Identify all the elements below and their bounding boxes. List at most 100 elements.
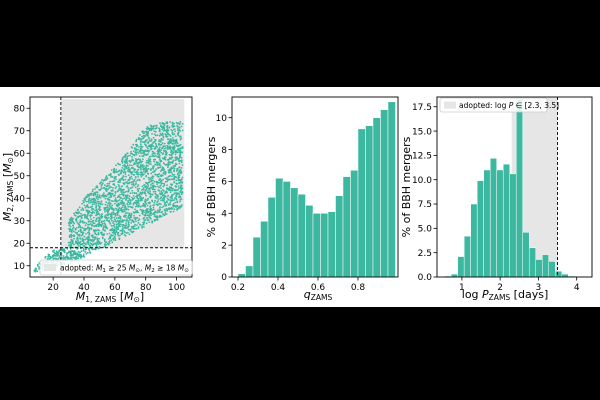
scatter-point (95, 243, 98, 246)
scatter-point (149, 177, 152, 179)
scatter-point (89, 216, 92, 218)
scatter-point (135, 220, 137, 223)
scatter-point (129, 218, 131, 221)
scatter-point (68, 228, 71, 231)
scatter-point (152, 165, 155, 168)
scatter-point (116, 219, 119, 222)
panel1-axes-frame (29, 96, 193, 278)
scatter-point (159, 170, 162, 172)
scatter-point (121, 204, 124, 206)
scatter-point (105, 185, 108, 188)
scatter-point (109, 221, 111, 224)
scatter-point (159, 197, 162, 200)
scatter-point (159, 122, 161, 124)
panel2-ytick-label: 4 (221, 209, 227, 219)
scatter-point (93, 238, 96, 241)
scatter-point (126, 152, 128, 155)
scatter-point (171, 175, 173, 178)
scatter-point (178, 196, 181, 199)
scatter-point (55, 252, 58, 255)
scatter-point (102, 228, 105, 231)
scatter-point (145, 202, 148, 205)
scatter-point (160, 187, 162, 189)
scatter-point (119, 193, 121, 196)
scatter-point (156, 183, 159, 185)
scatter-point (95, 195, 98, 198)
scatter-point (115, 228, 118, 230)
scatter-point (98, 213, 101, 215)
scatter-point (103, 233, 106, 235)
scatter-point (35, 268, 38, 270)
scatter-point (44, 256, 47, 259)
scatter-point (164, 145, 166, 148)
scatter-point (143, 192, 146, 194)
scatter-point (168, 163, 171, 166)
scatter-point (104, 188, 106, 190)
scatter-point (64, 257, 66, 260)
scatter-point (91, 203, 94, 206)
panel1-xtick-label: 60 (109, 283, 121, 293)
scatter-point (102, 220, 105, 223)
scatter-point (161, 122, 164, 124)
scatter-point (160, 137, 163, 140)
scatter-point (102, 179, 105, 182)
scatter-point (156, 219, 159, 221)
scatter-point (79, 226, 82, 229)
scatter-point (132, 153, 135, 156)
scatter-point (179, 179, 182, 181)
scatter-point (155, 127, 158, 130)
scatter-point (113, 171, 116, 174)
scatter-point (111, 204, 114, 207)
scatter-point (153, 170, 156, 172)
scatter-point (108, 174, 110, 176)
scatter-point (165, 200, 168, 203)
scatter-point (81, 237, 84, 240)
panel2-axes-frame (231, 96, 399, 278)
scatter-point (89, 242, 92, 245)
scatter-point (115, 186, 118, 188)
scatter-point (181, 176, 184, 179)
scatter-point (121, 225, 124, 228)
scatter-point (153, 125, 155, 127)
scatter-point (95, 208, 98, 210)
scatter-point (150, 143, 153, 146)
scatter-point (163, 126, 166, 129)
q-hist-bar (245, 265, 254, 278)
scatter-point (168, 207, 170, 209)
scatter-point (66, 247, 69, 250)
scatter-point (123, 197, 126, 200)
scatter-point (178, 176, 181, 179)
scatter-point (108, 232, 111, 235)
scatter-point (115, 231, 118, 234)
scatter-point (113, 177, 116, 180)
scatter-point (113, 176, 116, 179)
scatter-point (102, 195, 105, 198)
scatter-point (158, 215, 161, 217)
scatter-point (137, 227, 140, 230)
scatter-point (170, 139, 173, 142)
scatter-point (155, 144, 158, 147)
scatter-point (128, 182, 131, 185)
scatter-point (73, 243, 75, 246)
scatter-point (132, 225, 134, 228)
scatter-point (117, 189, 120, 192)
scatter-point (172, 133, 174, 136)
scatter-point (105, 201, 108, 204)
scatter-point (127, 226, 129, 229)
scatter-point (175, 176, 178, 179)
scatter-point (106, 206, 109, 209)
scatter-point (167, 194, 170, 197)
scatter-point (142, 187, 145, 189)
panel2-ylabel: % of BBH mergers (205, 136, 218, 237)
scatter-point (160, 183, 163, 185)
scatter-point (90, 234, 93, 237)
scatter-point (147, 187, 150, 190)
scatter-point (135, 183, 138, 185)
scatter-point (171, 194, 174, 196)
scatter-point (84, 198, 86, 201)
scatter-point (153, 180, 156, 183)
scatter-point (88, 227, 91, 229)
scatter-point (167, 161, 170, 164)
scatter-point (148, 216, 151, 219)
